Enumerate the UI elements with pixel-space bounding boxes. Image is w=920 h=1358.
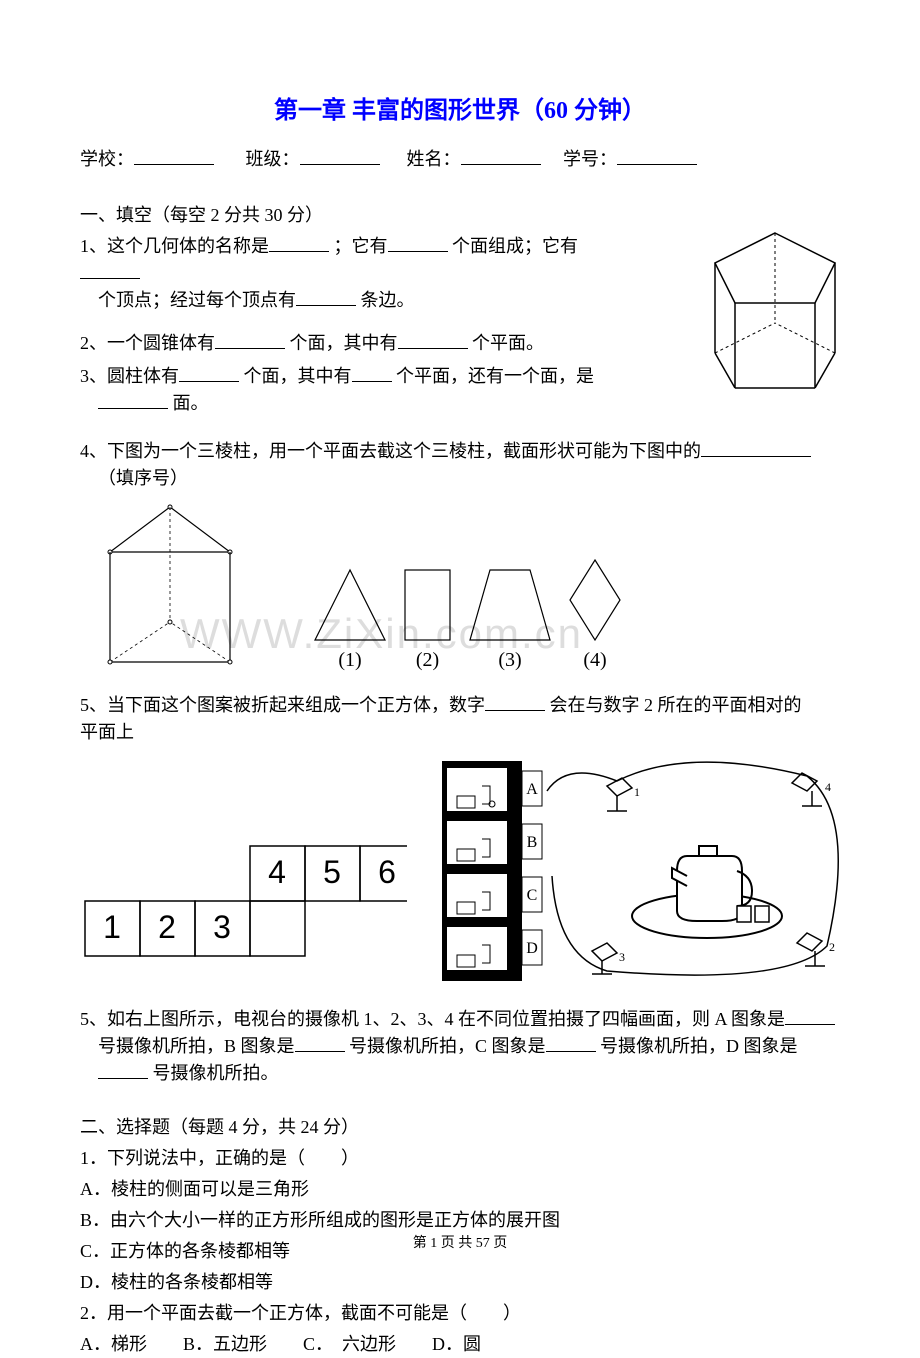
svg-text:C: C [526, 887, 537, 904]
q4-blank [701, 439, 811, 457]
svg-text:B: B [526, 834, 537, 851]
id-label: 学号： [563, 149, 617, 169]
q5-text-a: 5、当下面这个图案被折起来组成一个正方体，数字 [80, 695, 485, 715]
s2q1c: C．正方体的各条棱都相等 [80, 1238, 840, 1265]
shapes-row: (1) (2) (3) (4) [100, 502, 840, 672]
q5r-text-c: 号摄像机所拍，C 图象是 [349, 1036, 546, 1056]
q1-text-d: 个顶点；经过每个顶点有 [98, 290, 296, 310]
id-blank [617, 147, 697, 165]
q5r-text-a: 5、如右上图所示，电视台的摄像机 1、2、3、4 在不同位置拍摄了四幅画面，则 … [80, 1009, 785, 1029]
q2-blank2 [398, 331, 468, 349]
svg-text:A: A [526, 781, 538, 798]
q3-text-d: 面。 [173, 393, 209, 413]
q2-blank1 [215, 331, 285, 349]
svg-text:3: 3 [213, 909, 231, 945]
q5-text-b: 会在与数字 2 所在的平面相对的 [550, 695, 802, 715]
s2q1b: B．由六个大小一样的正方形所组成的图形是正方体的展开图 [80, 1207, 840, 1234]
triangle-icon [310, 565, 390, 645]
triangular-prism-icon [100, 502, 240, 672]
q2-text-c: 个平面。 [472, 333, 544, 353]
q5r-text-d: 号摄像机所拍，D 图象是 [600, 1036, 798, 1056]
q3-blank2 [352, 364, 392, 382]
q1-blank2 [388, 234, 448, 252]
q5-text-c: 平面上 [80, 722, 134, 742]
q5r-text-e: 号摄像机所拍。 [153, 1063, 279, 1083]
svg-text:2: 2 [158, 909, 176, 945]
q1-blank1 [269, 234, 329, 252]
school-label: 学校： [80, 149, 134, 169]
section1-head: 一、填空（每空 2 分共 30 分） [80, 201, 840, 227]
s2q2: 2．用一个平面去截一个正方体，截面不可能是（ ） [80, 1300, 840, 1327]
svg-text:5: 5 [323, 854, 341, 890]
q1-block: 1、这个几何体的名称是 ；它有 个面组成；它有 个顶点；经过每个顶点有 条边。 … [80, 233, 840, 417]
q1-text-c: 个面组成；它有 [452, 236, 578, 256]
q1: 1、这个几何体的名称是 ；它有 个面组成；它有 个顶点；经过每个顶点有 条边。 [80, 233, 640, 314]
q5-blank [485, 693, 545, 711]
name-label: 姓名： [407, 149, 461, 169]
q2-text-a: 2、一个圆锥体有 [80, 333, 215, 353]
svg-text:6: 6 [378, 854, 396, 890]
q1-blank4 [296, 288, 356, 306]
q5r: 5、如右上图所示，电视台的摄像机 1、2、3、4 在不同位置拍摄了四幅画面，则 … [80, 1006, 840, 1087]
class-blank [300, 147, 380, 165]
s2q1: 1．下列说法中，正确的是（ ） [80, 1145, 840, 1172]
student-info-row: 学校： 班级： 姓名： 学号： [80, 145, 840, 171]
rhombus-icon [565, 555, 625, 645]
q3-blank1 [179, 364, 239, 382]
name-blank [461, 147, 541, 165]
q5r-text-b: 号摄像机所拍，B 图象是 [98, 1036, 295, 1056]
q5r-blank4 [98, 1061, 148, 1079]
svg-text:2: 2 [829, 940, 835, 954]
s2q2opts: A．梯形 B．五边形 C． 六边形 D．圆 [80, 1331, 840, 1358]
q5r-blank3 [546, 1034, 596, 1052]
q1-text-e: 条边。 [361, 290, 415, 310]
q5: 5、当下面这个图案被折起来组成一个正方体，数字 会在与数字 2 所在的平面相对的… [80, 692, 840, 746]
q4-text-b: （填序号） [98, 468, 188, 488]
svg-text:4: 4 [268, 854, 286, 890]
shape-2: (2) [400, 565, 455, 672]
rectangle-icon [400, 565, 455, 645]
pentagonal-prism-icon [700, 228, 850, 398]
shape-label-4: (4) [583, 649, 606, 672]
shape-label-2: (2) [416, 649, 439, 672]
shape-3: (3) [465, 565, 555, 672]
q1-text-b: ；它有 [334, 236, 388, 256]
shape-label-3: (3) [498, 649, 521, 672]
page-content: 第一章 丰富的图形世界（60 分钟） 学校： 班级： 姓名： 学号： 一、填空（… [80, 90, 840, 1358]
q2-text-b: 个面，其中有 [290, 333, 398, 353]
svg-text:D: D [526, 940, 538, 957]
shape-4: (4) [565, 555, 625, 672]
cube-net-icon: 4 5 6 1 2 3 [80, 806, 407, 986]
section2-head: 二、选择题（每题 4 分，共 24 分） [80, 1113, 840, 1139]
class-label: 班级： [246, 149, 300, 169]
q3-blank3 [98, 391, 168, 409]
svg-text:4: 4 [825, 780, 831, 794]
school-blank [134, 147, 214, 165]
q4: 4、下图为一个三棱柱，用一个平面去截这个三棱柱，截面形状可能为下图中的 （填序号… [80, 438, 840, 492]
page-title: 第一章 丰富的图形世界（60 分钟） [80, 90, 840, 125]
q3-text-b: 个面，其中有 [244, 366, 352, 386]
q1-blank3 [80, 261, 140, 279]
s2q1d: D．棱柱的各条棱都相等 [80, 1269, 840, 1296]
q4-text-a: 4、下图为一个三棱柱，用一个平面去截这个三棱柱，截面形状可能为下图中的 [80, 441, 701, 461]
svg-text:1: 1 [103, 909, 121, 945]
q5r-blank1 [785, 1007, 835, 1025]
q5r-blank2 [295, 1034, 345, 1052]
camera-scene-icon: A B C D 1 4 3 [437, 756, 840, 986]
q2: 2、一个圆锥体有 个面，其中有 个平面。 [80, 330, 640, 357]
q3: 3、圆柱体有 个面，其中有 个平面，还有一个面，是 面。 [80, 363, 640, 417]
cube-net-row: 4 5 6 1 2 3 A B C D [80, 756, 840, 986]
q3-text-c: 个平面，还有一个面，是 [396, 366, 594, 386]
q3-text-a: 3、圆柱体有 [80, 366, 179, 386]
svg-text:1: 1 [634, 785, 640, 799]
shape-label-1: (1) [338, 649, 361, 672]
trapezoid-icon [465, 565, 555, 645]
svg-text:3: 3 [619, 950, 625, 964]
s2q1a: A．棱柱的侧面可以是三角形 [80, 1176, 840, 1203]
q1-text-a: 1、这个几何体的名称是 [80, 236, 269, 256]
shape-1: (1) [310, 565, 390, 672]
